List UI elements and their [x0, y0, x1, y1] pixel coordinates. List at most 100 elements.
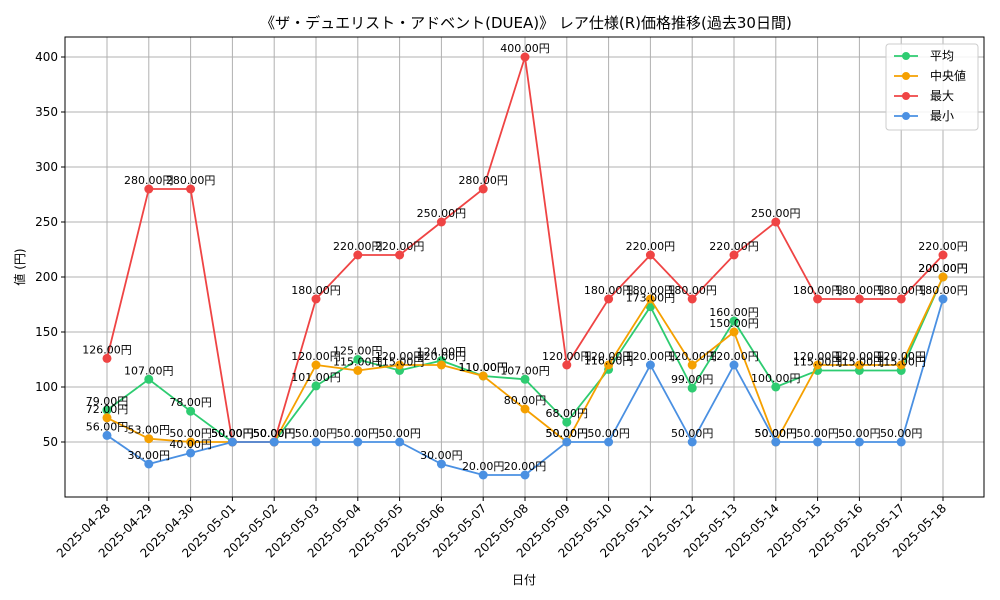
data-label: 173.00円 — [626, 292, 676, 305]
data-label: 120.00円 — [667, 350, 717, 363]
y-tick-label: 250 — [35, 215, 58, 229]
data-point — [395, 250, 405, 260]
data-label: 50.00円 — [587, 427, 630, 440]
data-point — [395, 437, 405, 447]
data-label: 50.00円 — [546, 427, 589, 440]
data-label: 150.00円 — [709, 317, 759, 330]
data-label: 115.00円 — [876, 356, 926, 369]
data-label: 50.00円 — [253, 427, 296, 440]
data-label: 180.00円 — [918, 284, 968, 297]
data-label: 50.00円 — [796, 427, 839, 440]
data-label: 180.00円 — [291, 284, 341, 297]
data-point — [353, 355, 363, 364]
data-point — [227, 437, 237, 447]
y-tick-label: 200 — [35, 270, 58, 284]
data-label: 30.00円 — [128, 449, 171, 462]
data-point — [687, 360, 697, 370]
data-label: 120.00円 — [584, 350, 634, 363]
data-label: 50.00円 — [295, 427, 338, 440]
data-point — [938, 272, 948, 282]
legend-label: 最小 — [930, 109, 954, 123]
data-label: 115.00円 — [793, 356, 843, 369]
data-label: 50.00円 — [211, 427, 254, 440]
data-point — [436, 459, 446, 469]
data-label: 125.00円 — [333, 345, 383, 358]
data-point — [311, 294, 321, 304]
data-point — [562, 417, 572, 427]
data-point — [687, 294, 697, 304]
data-point — [645, 302, 655, 312]
data-point — [562, 360, 572, 370]
data-point — [771, 217, 781, 227]
data-label: 110.00円 — [458, 361, 508, 374]
data-label: 20.00円 — [462, 460, 505, 473]
data-point — [269, 437, 279, 447]
data-label: 50.00円 — [211, 427, 254, 440]
data-label: 68.00円 — [546, 407, 589, 420]
data-label: 250.00円 — [417, 207, 467, 220]
data-label: 30.00円 — [420, 449, 463, 462]
y-tick-label: 300 — [35, 160, 58, 174]
data-label: 180.00円 — [667, 284, 717, 297]
data-label: 400.00円 — [500, 42, 550, 55]
data-point — [144, 374, 154, 384]
data-label: 50.00円 — [755, 427, 798, 440]
data-point — [186, 437, 196, 447]
data-point — [102, 413, 112, 423]
data-point — [436, 360, 446, 370]
y-tick-label: 50 — [43, 435, 58, 449]
x-axis-label: 日付 — [512, 573, 536, 587]
data-label: 56.00円 — [86, 420, 129, 433]
grid — [65, 37, 984, 497]
data-label: 120.00円 — [835, 350, 885, 363]
data-label: 120.00円 — [709, 350, 759, 363]
data-label: 126.00円 — [82, 343, 132, 356]
data-label: 50.00円 — [211, 427, 254, 440]
series-group — [102, 52, 948, 480]
data-label: 160.00円 — [709, 306, 759, 319]
data-label: 50.00円 — [546, 427, 589, 440]
data-point — [102, 353, 112, 363]
data-point — [186, 448, 196, 458]
data-point — [186, 406, 196, 416]
data-point — [813, 437, 823, 447]
data-point — [938, 250, 948, 260]
data-point — [729, 316, 739, 326]
data-point — [604, 437, 614, 447]
data-label: 120.00円 — [876, 350, 926, 363]
legend-swatch-marker — [902, 112, 910, 120]
data-label: 50.00円 — [671, 427, 714, 440]
data-label: 115.00円 — [375, 356, 425, 369]
data-point — [520, 374, 530, 384]
data-point — [311, 381, 321, 391]
data-label: 99.00円 — [671, 373, 714, 386]
y-tick-label: 150 — [35, 325, 58, 339]
data-point — [520, 470, 530, 480]
data-label: 200.00円 — [918, 262, 968, 275]
data-label: 280.00円 — [166, 174, 216, 187]
data-label: 50.00円 — [253, 427, 296, 440]
data-point — [478, 184, 488, 194]
legend-label: 平均 — [930, 49, 954, 63]
data-label: 50.00円 — [337, 427, 380, 440]
legend-label: 中央値 — [930, 68, 966, 83]
data-point — [645, 360, 655, 370]
data-label: 100.00円 — [751, 372, 801, 385]
data-label: 110.00円 — [458, 361, 508, 374]
data-label: 120.00円 — [417, 350, 467, 363]
data-point — [771, 382, 781, 392]
data-point — [395, 360, 405, 370]
data-label: 115.00円 — [333, 356, 383, 369]
data-point — [604, 360, 614, 370]
data-label: 180.00円 — [626, 284, 676, 297]
data-label: 50.00円 — [838, 427, 881, 440]
data-point — [353, 437, 363, 447]
legend-box — [885, 43, 979, 131]
data-point — [353, 250, 363, 260]
data-point — [144, 184, 154, 194]
data-point — [771, 437, 781, 447]
data-point — [645, 250, 655, 260]
data-point — [144, 434, 154, 444]
